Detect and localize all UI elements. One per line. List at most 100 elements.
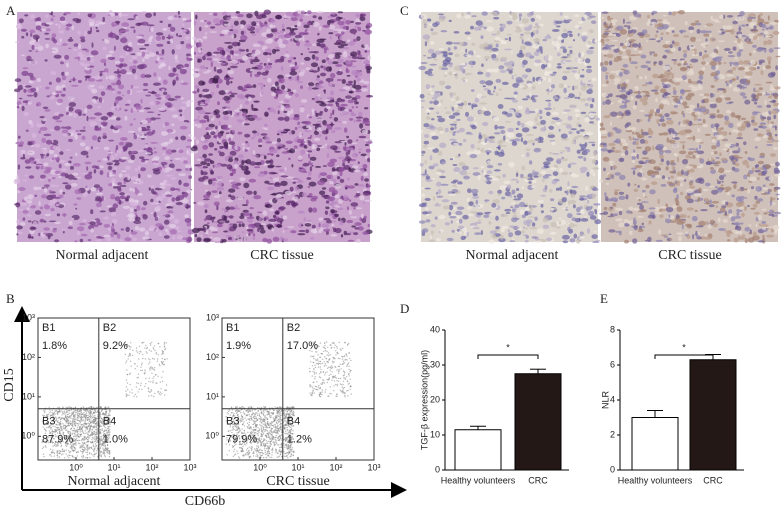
cell (762, 226, 766, 230)
cell (136, 35, 143, 39)
cell (208, 123, 215, 128)
cell (774, 125, 777, 131)
cell (418, 220, 426, 224)
event-dot (57, 424, 59, 426)
cell (68, 220, 73, 226)
cell (334, 227, 342, 234)
cell (80, 172, 88, 175)
cell (296, 135, 299, 140)
cell (617, 84, 621, 90)
cell (68, 80, 72, 83)
cell (355, 207, 363, 210)
cell (47, 203, 53, 206)
cell (172, 82, 175, 86)
cell (216, 84, 220, 89)
cell (227, 69, 234, 75)
cell (568, 131, 574, 134)
cell (636, 202, 643, 206)
cell (758, 87, 763, 91)
cell (77, 133, 82, 136)
cell (515, 79, 521, 84)
cell (497, 126, 505, 129)
cell (678, 125, 687, 127)
cell (698, 144, 702, 150)
cell (625, 130, 633, 133)
cell (278, 173, 286, 175)
cell (543, 55, 546, 61)
cell (354, 222, 362, 226)
cell (615, 72, 619, 76)
cell (698, 70, 705, 76)
cell (680, 67, 689, 70)
cell (280, 131, 288, 134)
cell (659, 103, 665, 108)
cell (116, 68, 120, 75)
cell (524, 206, 530, 211)
cell (179, 125, 188, 130)
cell (276, 138, 281, 143)
cell (278, 43, 287, 48)
cell (178, 179, 182, 186)
cell (67, 38, 74, 42)
cell (694, 50, 697, 56)
cell (470, 89, 475, 92)
cell (126, 195, 130, 199)
cell (585, 206, 592, 211)
cell (728, 79, 733, 84)
cell (474, 97, 480, 103)
cell (254, 117, 263, 121)
cell (146, 131, 154, 136)
cell (706, 161, 713, 165)
cell (289, 56, 294, 61)
cell (634, 165, 643, 169)
cell (198, 93, 203, 98)
cell (431, 85, 435, 88)
cell (676, 202, 679, 206)
cell (318, 26, 322, 31)
cell (498, 65, 505, 70)
cell (268, 171, 276, 175)
cell (23, 111, 29, 116)
cell (761, 23, 767, 29)
cell (634, 54, 642, 56)
cell (438, 230, 441, 234)
cell (258, 138, 263, 144)
cell (742, 95, 747, 99)
cell (681, 224, 684, 230)
cell (86, 56, 91, 61)
cell (337, 58, 344, 64)
cell (353, 207, 356, 210)
cell (130, 108, 133, 113)
cell (185, 167, 189, 172)
cell (91, 42, 94, 48)
cell (757, 160, 765, 165)
cell (161, 131, 168, 136)
cell (632, 238, 638, 244)
cell (351, 165, 359, 169)
cell (340, 103, 348, 107)
cell (98, 165, 104, 169)
cell (430, 224, 436, 228)
cell (311, 54, 316, 60)
cell (765, 65, 772, 69)
cell (476, 212, 484, 216)
cell (97, 160, 102, 162)
cell (163, 141, 171, 144)
cell (639, 98, 644, 102)
cell (501, 23, 506, 29)
cell (731, 78, 735, 81)
cell (89, 221, 96, 226)
cell (175, 136, 179, 140)
cell (624, 42, 631, 47)
cell (589, 185, 596, 188)
cell (192, 90, 198, 94)
cell (717, 217, 721, 223)
cell (591, 187, 599, 191)
cell (171, 123, 175, 126)
cell (436, 126, 444, 132)
cell (519, 35, 524, 40)
cell (363, 44, 369, 47)
cell (88, 116, 96, 120)
cell (709, 167, 714, 170)
cell (298, 72, 305, 77)
